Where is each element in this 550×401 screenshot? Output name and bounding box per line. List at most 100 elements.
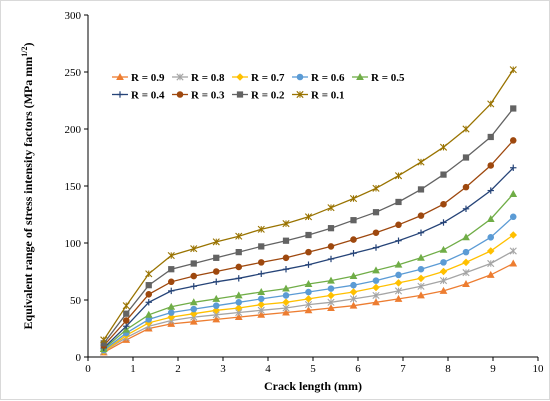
data-point	[372, 229, 380, 237]
data-point	[509, 137, 517, 144]
data-point	[372, 277, 380, 284]
marker-shape	[372, 277, 380, 284]
marker-shape	[212, 315, 221, 323]
data-point	[327, 204, 335, 212]
data-point	[235, 248, 242, 256]
marker-shape	[212, 268, 220, 275]
marker-shape	[372, 209, 380, 216]
data-point	[439, 267, 448, 276]
data-point	[509, 231, 518, 239]
data-point	[372, 298, 380, 306]
legend-label: R = 0.3	[191, 90, 225, 102]
legend-label: R = 0.7	[251, 72, 285, 84]
x-tick-label: 1	[130, 363, 136, 375]
data-point	[282, 220, 290, 228]
marker-shape	[395, 221, 402, 229]
data-point	[257, 310, 266, 318]
data-point	[168, 266, 175, 273]
data-point	[167, 278, 175, 286]
marker-shape	[372, 229, 380, 237]
marker-shape	[462, 248, 470, 256]
data-point	[395, 271, 402, 279]
data-point	[462, 248, 470, 256]
marker-shape	[168, 266, 175, 273]
marker-shape	[144, 310, 153, 318]
data-point	[167, 302, 176, 310]
data-point	[510, 164, 517, 171]
marker-shape	[439, 267, 448, 276]
data-point	[282, 292, 290, 299]
marker-shape	[439, 286, 448, 294]
legend-item: R = 0.1	[292, 90, 344, 102]
data-point	[144, 310, 153, 318]
series-line	[103, 167, 514, 349]
data-point	[417, 212, 425, 219]
data-point	[327, 225, 335, 232]
marker-shape	[257, 259, 265, 266]
data-point	[145, 282, 152, 289]
legend-marker	[356, 72, 364, 80]
y-tick-label: 250	[65, 67, 82, 79]
data-point	[394, 294, 403, 302]
data-point	[350, 217, 357, 224]
marker-shape	[235, 263, 243, 271]
marker-shape	[282, 298, 290, 307]
data-point	[417, 158, 425, 166]
data-point	[212, 294, 221, 302]
data-point	[282, 254, 290, 262]
marker-shape	[282, 237, 290, 244]
x-tick-label: 5	[310, 363, 316, 375]
marker-shape	[257, 295, 265, 303]
data-point	[234, 304, 243, 312]
data-point	[510, 105, 517, 112]
marker-shape	[486, 215, 495, 223]
marker-shape	[282, 254, 290, 262]
data-point	[167, 309, 175, 316]
data-point	[509, 213, 517, 221]
data-point	[462, 154, 470, 161]
marker-shape	[236, 91, 244, 98]
marker-shape	[417, 274, 425, 283]
data-point	[212, 315, 221, 323]
x-tick-label: 8	[445, 363, 451, 375]
data-point	[509, 247, 517, 255]
data-point	[417, 253, 425, 261]
data-point	[417, 282, 425, 290]
x-tick-label: 4	[265, 363, 271, 375]
marker-shape	[235, 298, 243, 306]
data-point	[122, 302, 130, 310]
data-point	[440, 200, 447, 208]
data-point	[168, 287, 175, 295]
marker-shape	[122, 317, 130, 324]
legend-item: R = 0.6	[292, 72, 345, 84]
series-r---0-2	[100, 105, 517, 347]
x-tick-label: 0	[85, 363, 91, 375]
data-point	[258, 270, 265, 277]
y-tick-label: 50	[70, 295, 82, 307]
marker-shape	[509, 231, 518, 239]
data-point	[349, 194, 358, 203]
data-point	[327, 285, 335, 292]
y-tick-label: 100	[65, 238, 82, 250]
data-point	[440, 219, 447, 226]
y-axis-title-main: Equivalent range of stress intensity fac…	[21, 57, 35, 330]
x-tick-label: 3	[220, 363, 226, 375]
data-point	[462, 258, 470, 267]
x-tick-label: 7	[400, 363, 406, 375]
data-point	[212, 238, 220, 246]
marker-shape	[189, 298, 198, 306]
data-point	[190, 283, 197, 290]
marker-shape	[349, 288, 358, 296]
series-r---0-4	[100, 164, 517, 352]
marker-shape	[417, 291, 425, 299]
data-point	[372, 244, 380, 251]
marker-shape	[327, 225, 335, 232]
marker-shape	[509, 213, 517, 221]
data-point	[439, 286, 448, 294]
marker-shape	[257, 310, 266, 318]
data-point	[190, 272, 198, 280]
marker-shape	[189, 309, 198, 318]
marker-shape	[439, 245, 448, 253]
data-point	[350, 250, 357, 257]
